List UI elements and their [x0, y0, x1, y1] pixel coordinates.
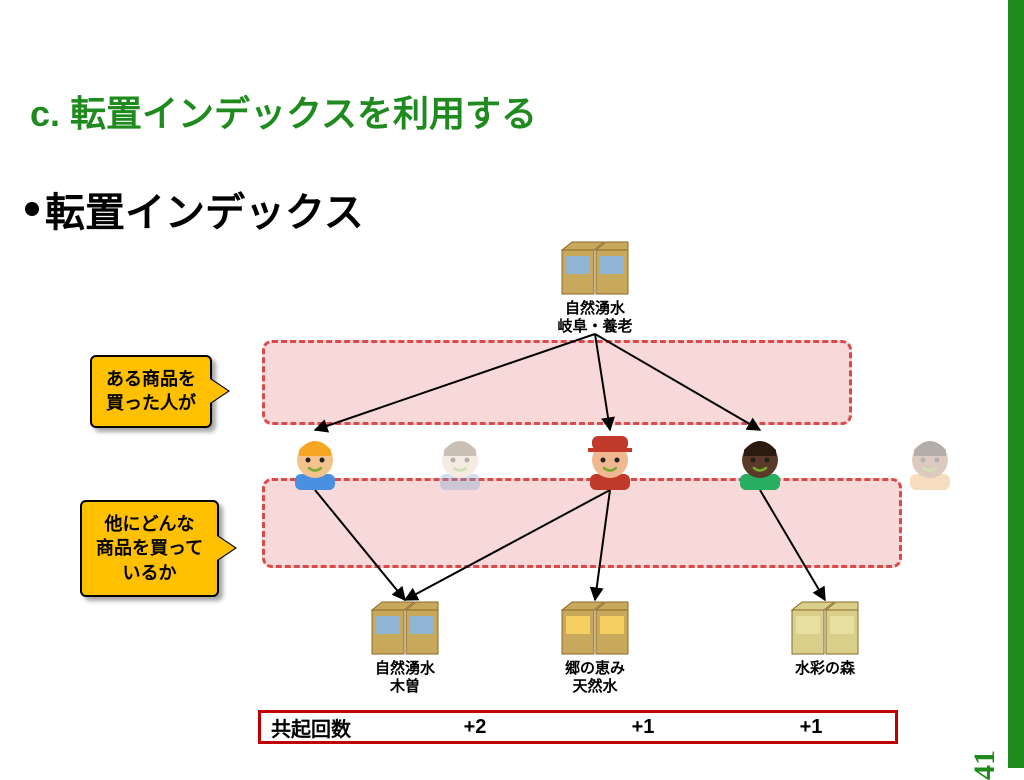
callout-also-l2: 商品を買って [96, 538, 203, 558]
callout-bought-l2: 買った人が [106, 393, 196, 413]
cooccurrence-v2: +1 [559, 716, 727, 739]
product-p1 [370, 600, 440, 656]
avatar-u2 [430, 430, 490, 490]
callout-also-bought: 他にどんな 商品を買って いるか [80, 500, 219, 597]
cooccurrence-v3: +1 [727, 716, 895, 739]
slide-title: c. 転置インデックスを利用する [30, 85, 537, 137]
product-label-p0: 自然湧水岐阜・養老 [535, 300, 655, 336]
page-number: 41 [968, 750, 1002, 780]
callout-bought-l1: ある商品を [106, 369, 196, 389]
product-p3 [790, 600, 860, 656]
bullet-row: 転置インデックス [25, 180, 364, 238]
cooccurrence-bar: 共起回数 +2 +1 +1 [258, 710, 898, 744]
group-box-bottom [262, 478, 902, 568]
product-label-p3: 水彩の森 [765, 660, 885, 678]
group-box-top [262, 340, 852, 425]
callout-bought: ある商品を 買った人が [90, 355, 212, 428]
bullet-text: 転置インデックス [45, 180, 364, 238]
avatar-u1 [285, 430, 345, 490]
product-label-p2: 郷の恵み天然水 [535, 660, 655, 696]
slide-accent-bar [1008, 0, 1024, 768]
callout-also-l1: 他にどんな [105, 514, 195, 534]
product-label-p1: 自然湧水木曽 [345, 660, 465, 696]
callout-tail-icon [210, 379, 228, 403]
bullet-dot [25, 202, 39, 216]
cooccurrence-v1: +2 [391, 716, 559, 739]
product-p2 [560, 600, 630, 656]
product-p0 [560, 240, 630, 296]
callout-also-l3: いるか [123, 563, 177, 583]
avatar-u3 [580, 430, 640, 490]
avatar-u4 [730, 430, 790, 490]
cooccurrence-label: 共起回数 [271, 713, 351, 742]
callout-tail-icon [217, 536, 235, 560]
avatar-u5 [900, 430, 960, 490]
